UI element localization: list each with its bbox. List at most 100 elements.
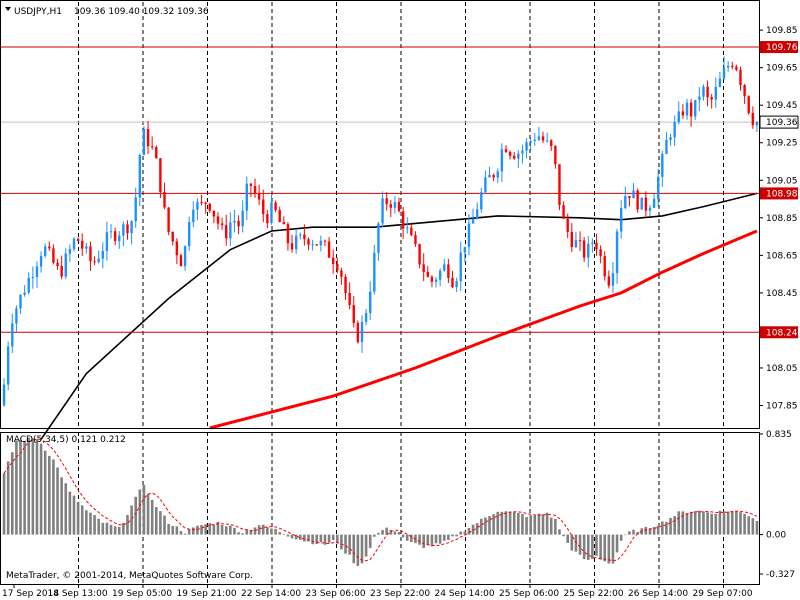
x-tick-label: 24 Sep 14:00 [435,589,495,599]
macd-bar [681,511,685,535]
macd-bar [167,524,170,535]
candle-body [582,240,586,258]
candle-body [751,113,755,126]
macd-bar [574,534,578,552]
candlesticks [2,56,759,407]
candle-body [204,202,207,204]
candle-body [698,96,701,100]
macd-bar [693,511,697,535]
macd-bar [245,529,249,535]
candle-body [319,240,323,246]
macd-bar [2,473,6,535]
macd-bar [340,534,343,550]
candle-body [192,209,195,223]
candle-body [266,214,269,224]
x-tick-label: 19 Sep 05:00 [112,589,172,599]
candle-body [175,241,179,256]
macd-bar [508,511,512,535]
level-label: 108.98 [766,189,798,199]
y-tick-label: 108.65 [766,251,798,261]
candle-body [467,223,471,247]
macd-bar [109,524,113,535]
candle-body [397,201,401,212]
candle-body [422,264,425,273]
macd-bar [512,511,516,535]
macd-bar [710,513,713,535]
candle-body [550,140,553,146]
x-tick-label: 26 Sep 14:00 [628,589,688,599]
candle-body [229,222,232,239]
candle-body [348,293,351,306]
candle-body [463,246,467,253]
copyright-text: MetaTrader, © 2001-2014, MetaQuotes Soft… [6,571,253,581]
macd-bar [319,534,323,543]
candle-body [443,264,446,271]
macd-bar [698,510,701,535]
candle-body [35,266,39,278]
candle-body [274,202,277,211]
candle-body [159,158,162,193]
candle-body [212,210,216,217]
macd-bar [751,518,755,535]
macd-bar [352,534,356,564]
macd-bar [113,526,117,535]
macd-bar [652,526,656,535]
candle-body [336,263,339,271]
macd-bar [430,534,434,547]
macd-bar [389,529,393,535]
candle-body [81,240,84,249]
candle-body [652,198,656,208]
macd-bar [549,517,553,535]
candle-body [15,308,18,324]
macd-bar [10,452,14,535]
macd-bar [562,534,565,537]
candle-body [632,190,635,199]
candle-body [208,203,211,211]
triangle-down-icon[interactable] [5,7,11,11]
candle-body [118,235,121,242]
macd-bar [200,525,203,535]
macd-bar [558,529,561,535]
macd-bar [31,438,35,535]
candle-body [574,240,578,248]
macd-bar [451,534,454,537]
horizontal-levels[interactable] [0,46,759,333]
candle-body [290,243,294,250]
x-tick-label: 18 Sep 13:00 [48,589,108,599]
candle-body [163,192,166,208]
macd-bar [93,515,96,535]
macd-bar [192,527,195,535]
candle-body [60,265,63,277]
candle-body [56,262,59,266]
macd-bar [23,440,26,535]
candle-body [418,244,421,265]
macd-bar [401,534,405,538]
candle-body [640,197,643,210]
macd-bar [130,505,133,535]
macd-bar [488,516,491,535]
macd-bar [364,534,368,557]
candle-body [731,65,734,67]
candle-body [113,231,117,242]
candle-body [545,140,549,142]
candle-body [233,220,236,223]
macd-bar [105,522,109,535]
x-tick-label: 25 Sep 22:00 [564,589,624,599]
candle-body [500,149,504,172]
candle-body [533,139,536,141]
candle-body [681,111,685,116]
macd-bar [19,439,22,535]
candle-body [97,258,100,263]
macd-bar [323,534,327,545]
candle-body [187,222,191,247]
candle-body [661,153,664,177]
candle-body [122,224,125,236]
macd-bar [331,534,335,541]
candle-body [689,102,693,117]
macd-bar [665,521,668,535]
candle-body [410,227,413,236]
candle-body [76,238,80,241]
macd-bar [743,513,746,535]
macd-bar [261,524,265,535]
